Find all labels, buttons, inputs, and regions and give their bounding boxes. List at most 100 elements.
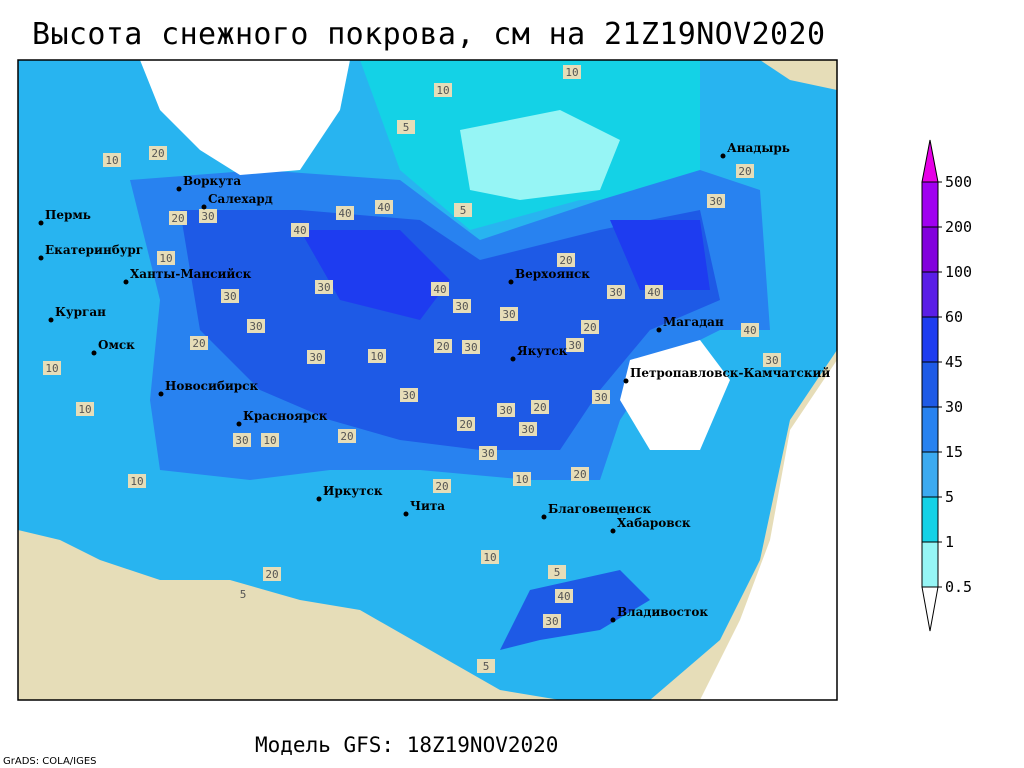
city-label: Воркута: [183, 174, 241, 188]
city-dot: [610, 528, 616, 534]
contour-label: 40: [433, 283, 446, 296]
city-label: Якутск: [517, 344, 568, 358]
contour-label: 40: [743, 324, 756, 337]
contour-label-box: [434, 339, 452, 353]
contour-label-box: [433, 479, 451, 493]
contour-label-box: [103, 153, 121, 167]
contour-label: 20: [436, 340, 449, 353]
contour-label-box: [513, 472, 531, 486]
contour-label: 20: [340, 430, 353, 443]
snow-south: [500, 570, 650, 650]
city-dot: [38, 220, 44, 226]
city-label: Салехард: [208, 192, 273, 206]
contour-label: 20: [171, 212, 184, 225]
contour-label-box: [479, 446, 497, 460]
contour-label: 20: [573, 468, 586, 481]
city-label: Петропавловск-Камчатский: [630, 366, 830, 380]
contour-label: 20: [192, 337, 205, 350]
city-dot: [403, 511, 409, 517]
city-label: Иркутск: [323, 484, 383, 498]
city-label: Омск: [98, 338, 135, 352]
contour-label-box: [555, 589, 573, 603]
contour-label: 40: [338, 207, 351, 220]
contour-label: 30: [402, 389, 415, 402]
legend-box: [921, 271, 939, 318]
contour-label: 5: [403, 121, 410, 134]
alaska: [760, 60, 837, 90]
city-dot: [236, 421, 242, 427]
contour-label: 20: [435, 480, 448, 493]
ice: [460, 110, 620, 200]
contour-label-box: [128, 474, 146, 488]
city-label: Чита: [410, 499, 445, 513]
contour-label-box: [736, 164, 754, 178]
contour-label: 40: [377, 201, 390, 214]
contour-label: 10: [370, 350, 383, 363]
city-label: Анадырь: [727, 141, 790, 155]
footer: Модель GFS: 18Z19NOV2020: [255, 733, 558, 757]
contour-label-box: [233, 433, 251, 447]
contour-label-box: [543, 614, 561, 628]
contour-label: 30: [499, 404, 512, 417]
contour-label-box: [291, 223, 309, 237]
contour-label: 30: [464, 341, 477, 354]
contour-label-box: [500, 307, 518, 321]
contour-label-box: [315, 280, 333, 294]
city-dot: [123, 279, 129, 285]
contour-label-box: [169, 211, 187, 225]
city-dot: [38, 255, 44, 261]
contour-label: 5: [483, 660, 490, 673]
contour-label: 30: [609, 286, 622, 299]
contour-label: 30: [765, 354, 778, 367]
contour-label-box: [263, 567, 281, 581]
contour-label-box: [566, 338, 584, 352]
city-dot: [610, 617, 616, 623]
contour-label-box: [368, 349, 386, 363]
contour-label: 40: [557, 590, 570, 603]
contour-label: 30: [249, 320, 262, 333]
contour-label-box: [43, 361, 61, 375]
city-dot: [316, 496, 322, 502]
contour-label-box: [76, 402, 94, 416]
contour-label-box: [763, 353, 781, 367]
city-dot: [656, 327, 662, 333]
contour-label: 10: [78, 403, 91, 416]
legend-box: [921, 361, 939, 408]
city-dot: [510, 356, 516, 362]
contour-label-box: [707, 194, 725, 208]
city-dot: [720, 153, 726, 159]
contour-label: 30: [545, 615, 558, 628]
contour-label: 20: [265, 568, 278, 581]
contour-label: 30: [481, 447, 494, 460]
city-label: Пермь: [45, 208, 91, 222]
contour-label-box: [149, 146, 167, 160]
contour-label: 10: [483, 551, 496, 564]
contour-label-box: [548, 565, 566, 579]
city-label: Магадан: [663, 315, 724, 329]
contour-label: 30: [568, 339, 581, 352]
city-dot: [201, 204, 207, 210]
title: Высота снежного покрова, см на 21Z19NOV2…: [32, 17, 825, 52]
contour-label-box: [336, 206, 354, 220]
city-label: Новосибирск: [165, 379, 258, 393]
legend-label: 100: [945, 263, 972, 281]
legend-label: 45: [945, 353, 963, 371]
contour-label-box: [592, 390, 610, 404]
city-dot: [623, 378, 629, 384]
contour-label-box: [190, 336, 208, 350]
city-dot: [158, 391, 164, 397]
legend-label: 30: [945, 398, 963, 416]
sea: [620, 340, 837, 700]
contour-label-box: [453, 299, 471, 313]
contour-label: 40: [293, 224, 306, 237]
legend-label: 60: [945, 308, 963, 326]
contour-label: 30: [521, 423, 534, 436]
contour-label: 30: [709, 195, 722, 208]
contour-label: 30: [502, 308, 515, 321]
legend-label: 500: [945, 173, 972, 191]
legend-label: 1: [945, 533, 954, 551]
contour-label-box: [741, 323, 759, 337]
city-label: Курган: [55, 305, 106, 319]
